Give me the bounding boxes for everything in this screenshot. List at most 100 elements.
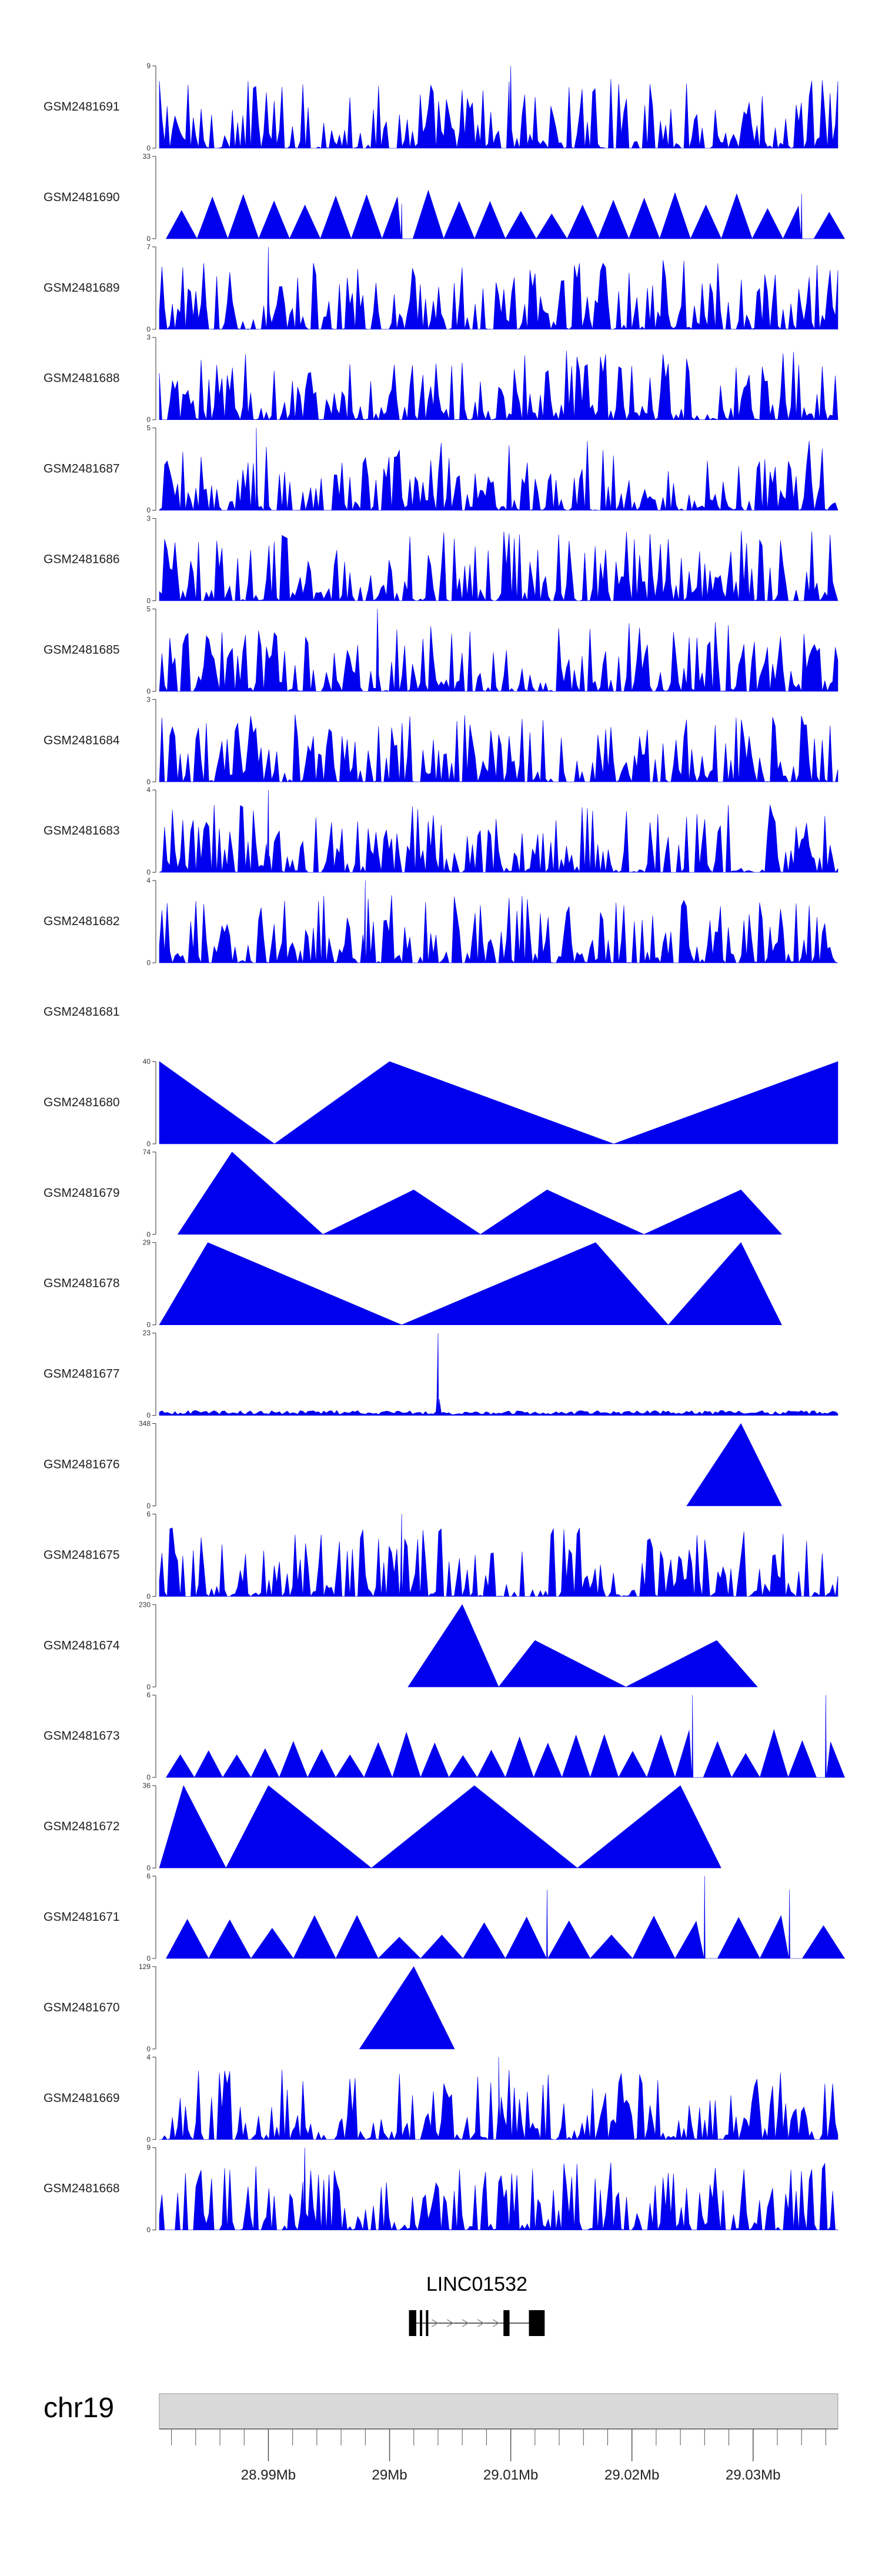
y-zero-label: 0 (146, 1412, 151, 1420)
track-label: GSM2481672 (44, 1820, 120, 1833)
track-label: GSM2481681 (44, 1005, 120, 1019)
genome-axis: chr19 28.99Mb 29Mb 29.01Mb 29.02Mb 29.03Mb (44, 2393, 838, 2483)
y-max-label: 4 (146, 786, 151, 794)
track-label: GSM2481668 (44, 2182, 120, 2195)
exon-2 (420, 2310, 423, 2336)
y-max-label: 3 (146, 695, 151, 703)
y-zero-label: 0 (146, 1864, 151, 1872)
y-zero-label: 0 (146, 1321, 151, 1329)
track-GSM2481688: GSM2481688 3 0 (44, 333, 838, 424)
strand-arrow (446, 2319, 454, 2327)
track-GSM2481683: GSM2481683 4 0 (44, 786, 838, 876)
track-label: GSM2481688 (44, 372, 120, 385)
chromosome-bar (159, 2393, 838, 2430)
gene-model: LINC01532 (409, 2273, 545, 2336)
y-max-label: 3 (146, 515, 151, 523)
position-label: 28.99Mb (241, 2467, 296, 2483)
track-GSM2481686: GSM2481686 3 0 (44, 515, 838, 605)
coverage-area (165, 189, 846, 239)
track-label: GSM2481690 (44, 191, 120, 204)
track-GSM2481687: GSM2481687 5 0 (44, 424, 838, 515)
y-max-label: 129 (139, 1963, 151, 1971)
track-label: GSM2481683 (44, 824, 120, 837)
y-zero-label: 0 (146, 687, 151, 695)
track-label: GSM2481677 (44, 1367, 120, 1381)
y-zero-label: 0 (146, 778, 151, 786)
track-GSM2481674: GSM2481674 230 0 (44, 1600, 758, 1691)
y-max-label: 23 (143, 1329, 151, 1337)
y-max-label: 6 (146, 1872, 151, 1880)
y-max-label: 230 (139, 1600, 151, 1609)
coverage-area (159, 790, 838, 873)
y-zero-label: 0 (146, 416, 151, 424)
position-label: 29.01Mb (483, 2467, 538, 2483)
track-label: GSM2481691 (44, 100, 120, 114)
strand-arrow (462, 2319, 469, 2327)
track-label: GSM2481676 (44, 1458, 120, 1471)
y-max-label: 40 (143, 1057, 151, 1066)
track-GSM2481677: GSM2481677 23 0 (44, 1329, 838, 1420)
coverage-area (686, 1423, 782, 1506)
y-max-label: 74 (143, 1148, 151, 1156)
track-GSM2481672: GSM2481672 36 0 (44, 1781, 721, 1872)
y-max-label: 9 (146, 2144, 151, 2152)
y-max-label: 348 (139, 1420, 151, 1428)
coverage-area (159, 1242, 782, 1326)
strand-arrow (492, 2319, 500, 2327)
coverage-area (177, 1152, 783, 1235)
track-GSM2481675: GSM2481675 6 0 (44, 1510, 838, 1600)
track-label: GSM2481669 (44, 2091, 120, 2105)
coverage-area (159, 1785, 721, 1868)
position-label: 29.02Mb (604, 2467, 659, 2483)
track-GSM2481682: GSM2481682 4 0 (44, 876, 838, 967)
track-GSM2481681: GSM2481681 (44, 1005, 120, 1019)
track-label: GSM2481680 (44, 1096, 120, 1109)
track-GSM2481668: GSM2481668 9 0 (44, 2144, 838, 2234)
y-zero-label: 0 (146, 506, 151, 515)
track-GSM2481678: GSM2481678 29 0 (44, 1239, 782, 1329)
track-label: GSM2481670 (44, 2001, 120, 2014)
track-label: GSM2481686 (44, 553, 120, 566)
coverage-area (159, 351, 838, 421)
track-label: GSM2481671 (44, 1910, 120, 1924)
track-label: GSM2481684 (44, 733, 120, 747)
track-GSM2481680: GSM2481680 40 0 (44, 1057, 838, 1148)
coverage-area (359, 1966, 455, 2050)
chromosome-label: chr19 (44, 2393, 114, 2424)
y-max-label: 33 (143, 152, 151, 161)
y-zero-label: 0 (146, 868, 151, 876)
track-GSM2481670: GSM2481670 129 0 (44, 1963, 455, 2053)
exon-4 (503, 2310, 510, 2336)
y-zero-label: 0 (146, 1954, 151, 1963)
coverage-area (159, 609, 838, 692)
exon-5 (529, 2310, 545, 2336)
track-GSM2481669: GSM2481669 4 0 (44, 2053, 838, 2144)
coverage-area (159, 2057, 838, 2140)
y-max-label: 36 (143, 1781, 151, 1790)
gene-name: LINC01532 (426, 2273, 527, 2295)
y-zero-label: 0 (146, 235, 151, 243)
track-label: GSM2481675 (44, 1548, 120, 1561)
y-zero-label: 0 (146, 2226, 151, 2234)
track-label: GSM2481673 (44, 1729, 120, 1743)
position-label: 29Mb (372, 2467, 407, 2483)
track-GSM2481691: GSM2481691 9 0 (44, 62, 838, 152)
y-zero-label: 0 (146, 1683, 151, 1691)
y-max-label: 5 (146, 424, 151, 432)
y-max-label: 29 (143, 1239, 151, 1247)
y-max-label: 9 (146, 62, 151, 70)
coverage-area (159, 1061, 838, 1144)
exon-3 (426, 2310, 429, 2336)
y-max-label: 5 (146, 605, 151, 613)
track-GSM2481673: GSM2481673 6 0 (44, 1691, 845, 1781)
track-GSM2481676: GSM2481676 348 0 (44, 1420, 782, 1510)
coverage-area (165, 1876, 846, 1959)
y-zero-label: 0 (146, 1230, 151, 1239)
y-max-label: 4 (146, 876, 151, 885)
track-GSM2481690: GSM2481690 33 0 (44, 152, 846, 243)
y-zero-label: 0 (146, 325, 151, 333)
track-GSM2481679: GSM2481679 74 0 (44, 1148, 783, 1239)
position-label: 29.03Mb (726, 2467, 780, 2483)
coverage-area (159, 714, 838, 783)
